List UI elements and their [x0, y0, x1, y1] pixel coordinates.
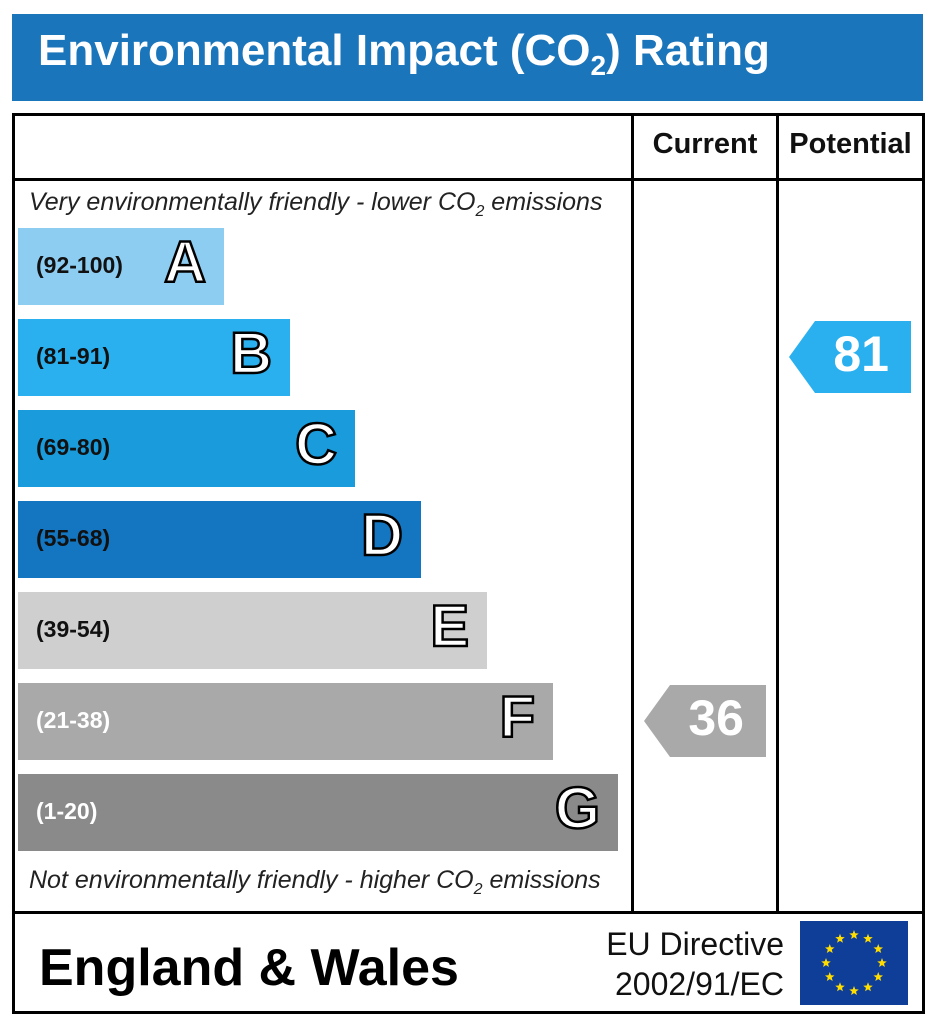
band-letter: D	[360, 503, 404, 568]
current-rating-value: 36	[688, 690, 744, 746]
eu-star-icon	[835, 933, 845, 943]
eu-star-icon	[873, 972, 883, 982]
eu-star-icon	[835, 982, 845, 992]
band-letter: B	[229, 321, 273, 386]
band-e: (39-54) E	[18, 592, 487, 669]
band-letter: F	[498, 685, 536, 750]
title-end: ) Rating	[606, 26, 770, 75]
eu-star-icon	[863, 982, 873, 992]
band-d: (55-68) D	[18, 501, 421, 578]
band-a: (92-100) A	[18, 228, 224, 305]
eu-star-icon	[849, 986, 859, 996]
eu-star-icon	[863, 933, 873, 943]
eu-directive: EU Directive 2002/91/EC	[606, 924, 784, 1004]
band-c: (69-80) C	[18, 410, 355, 487]
eu-star-icon	[821, 958, 831, 968]
footer-divider	[15, 911, 922, 914]
header-divider	[15, 178, 922, 181]
page-title: Environmental Impact (CO2) Rating	[38, 26, 770, 82]
band-range-label: (21-38)	[36, 707, 111, 733]
band-b: (81-91) B	[18, 319, 290, 396]
current-rating-arrow: 36	[644, 685, 766, 757]
eu-star-icon	[877, 958, 887, 968]
eu-star-icon	[873, 944, 883, 954]
title-bar: Environmental Impact (CO2) Rating	[12, 14, 923, 101]
eu-directive-line1: EU Directive	[606, 926, 784, 962]
caption-top-text: Very environmentally friendly - lower CO	[29, 188, 476, 216]
column-header-current: Current	[652, 128, 758, 160]
caption-top-subscript: 2	[475, 203, 485, 220]
band-range-label: (92-100)	[36, 252, 123, 278]
title-subscript: 2	[590, 50, 607, 81]
band-letter: G	[554, 776, 602, 841]
caption-bottom: Not environmentally friendly - higher CO…	[29, 866, 601, 899]
column-divider-current	[631, 116, 634, 911]
band-range-label: (69-80)	[36, 434, 111, 460]
band-letter: E	[429, 594, 470, 659]
band-range-label: (1-20)	[36, 798, 98, 824]
band-range-label: (39-54)	[36, 616, 111, 642]
caption-top-end: emissions	[484, 188, 603, 216]
potential-arrow-shape	[789, 321, 911, 393]
caption-bottom-subscript: 2	[473, 881, 483, 898]
caption-bottom-end: emissions	[482, 866, 601, 894]
eu-star-icon	[849, 930, 859, 940]
eu-star-icon	[825, 944, 835, 954]
rating-table: Current Potential Very environmentally f…	[12, 113, 925, 1014]
band-letter: C	[294, 412, 338, 477]
potential-rating-arrow: 81	[789, 321, 911, 393]
caption-bottom-text: Not environmentally friendly - higher CO	[29, 866, 474, 894]
band-range-label: (81-91)	[36, 343, 111, 369]
column-divider-potential	[776, 116, 779, 911]
country-label: England & Wales	[39, 939, 459, 997]
band-f: (21-38) F	[18, 683, 553, 760]
current-arrow-shape	[644, 685, 766, 757]
column-header-potential: Potential	[789, 128, 912, 160]
eu-flag-icon	[800, 921, 908, 1005]
potential-rating-value: 81	[833, 326, 889, 382]
band-range-label: (55-68)	[36, 525, 111, 551]
caption-top: Very environmentally friendly - lower CO…	[29, 188, 602, 221]
eu-directive-line2: 2002/91/EC	[614, 966, 784, 1002]
title-main: Environmental Impact (CO	[38, 26, 591, 75]
band-g: (1-20) G	[18, 774, 618, 851]
eu-star-icon	[825, 972, 835, 982]
band-letter: A	[163, 230, 207, 295]
